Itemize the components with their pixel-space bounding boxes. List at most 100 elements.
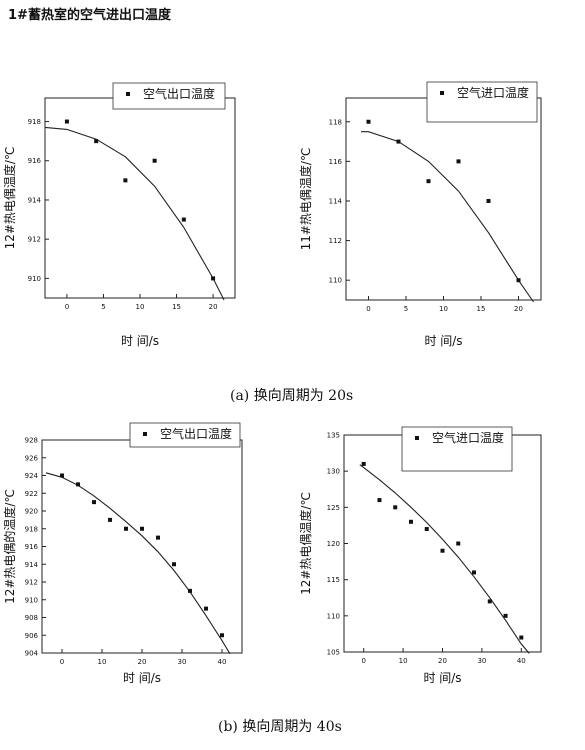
y-tick-label: 922 bbox=[25, 490, 38, 498]
plot-frame bbox=[41, 439, 243, 654]
x-tick-label: 0 bbox=[60, 658, 64, 666]
data-point bbox=[172, 562, 176, 567]
y-tick-label: 120 bbox=[327, 540, 340, 548]
x-axis-label: 时 间/s bbox=[423, 671, 461, 685]
legend-label: 空气进口温度 bbox=[432, 430, 504, 445]
caption-b: (b) 换向周期为 40s bbox=[218, 719, 342, 735]
data-point bbox=[519, 635, 524, 640]
y-axis-label: 11#热电偶温度/℃ bbox=[298, 148, 313, 251]
data-point bbox=[424, 527, 429, 532]
x-axis-label: 时 间/s bbox=[123, 671, 161, 685]
y-tick-label: 116 bbox=[329, 158, 343, 166]
data-point bbox=[456, 541, 461, 546]
page-title: 1#蓄热室的空气进出口温度 bbox=[8, 8, 171, 23]
x-tick-label: 0 bbox=[366, 305, 370, 313]
data-point bbox=[377, 498, 382, 503]
data-point bbox=[211, 276, 216, 281]
x-tick-label: 10 bbox=[439, 305, 448, 313]
fit-curve bbox=[361, 131, 534, 303]
legend-marker bbox=[415, 436, 419, 440]
y-tick-label: 118 bbox=[329, 118, 342, 126]
x-tick-label: 10 bbox=[98, 658, 107, 666]
data-point bbox=[94, 139, 99, 144]
data-point bbox=[408, 519, 413, 524]
x-tick-label: 0 bbox=[65, 303, 69, 311]
data-point bbox=[503, 613, 508, 618]
y-tick-label: 916 bbox=[25, 543, 39, 551]
x-axis-label: 时 间/s bbox=[121, 334, 159, 348]
x-tick-label: 15 bbox=[172, 303, 181, 311]
fit-curve bbox=[44, 126, 225, 301]
x-tick-label: 20 bbox=[438, 657, 447, 665]
data-point bbox=[181, 217, 186, 222]
data-point bbox=[140, 526, 144, 531]
y-tick-label: 916 bbox=[28, 157, 42, 165]
data-point bbox=[361, 461, 366, 466]
legend-label: 空气出口温度 bbox=[143, 86, 215, 101]
data-point bbox=[456, 159, 461, 164]
data-point bbox=[123, 178, 128, 183]
y-tick-label: 105 bbox=[327, 649, 340, 657]
legend-label: 空气出口温度 bbox=[160, 426, 232, 441]
x-tick-label: 30 bbox=[178, 658, 187, 666]
data-point bbox=[204, 606, 208, 611]
data-point bbox=[64, 119, 69, 124]
y-tick-label: 135 bbox=[327, 432, 340, 440]
y-tick-label: 910 bbox=[25, 596, 38, 604]
y-tick-label: 130 bbox=[327, 468, 340, 476]
y-axis-label: 12#热电偶温度/℃ bbox=[2, 147, 17, 250]
legend-marker bbox=[440, 91, 444, 95]
y-tick-label: 110 bbox=[329, 277, 342, 285]
data-point bbox=[220, 633, 224, 638]
y-tick-label: 908 bbox=[25, 614, 38, 622]
data-point bbox=[76, 482, 80, 487]
data-point bbox=[426, 179, 431, 184]
y-tick-label: 926 bbox=[25, 454, 39, 462]
y-tick-label: 904 bbox=[25, 650, 39, 658]
x-tick-label: 30 bbox=[477, 657, 486, 665]
chart-b-left: 0 10 20 30 40 904 906 908 910 912 914 916 918 920 922 9… bbox=[2, 422, 243, 685]
y-tick-label: 928 bbox=[25, 437, 38, 445]
x-tick-label: 40 bbox=[218, 658, 227, 666]
data-point bbox=[92, 500, 96, 505]
data-point bbox=[472, 570, 477, 575]
legend-marker bbox=[143, 432, 147, 436]
x-tick-label: 10 bbox=[136, 303, 145, 311]
y-tick-label: 906 bbox=[25, 632, 39, 640]
y-tick-label: 912 bbox=[28, 236, 41, 244]
legend-marker bbox=[126, 92, 130, 96]
y-axis-label: 12#热电偶温度/℃ bbox=[298, 492, 313, 595]
x-tick-label: 20 bbox=[209, 303, 218, 311]
data-point bbox=[393, 505, 398, 510]
data-point bbox=[366, 119, 371, 124]
data-point bbox=[486, 198, 491, 203]
data-point bbox=[440, 548, 445, 553]
y-tick-label: 110 bbox=[327, 612, 340, 620]
legend-box bbox=[112, 82, 226, 110]
data-point bbox=[152, 158, 157, 163]
y-tick-label: 910 bbox=[28, 275, 41, 283]
data-point bbox=[60, 473, 64, 478]
y-tick-label: 912 bbox=[25, 579, 38, 587]
y-tick-label: 114 bbox=[329, 197, 343, 205]
x-tick-label: 5 bbox=[404, 305, 408, 313]
data-point bbox=[108, 517, 112, 522]
x-tick-label: 5 bbox=[101, 303, 105, 311]
y-tick-label: 914 bbox=[28, 196, 42, 204]
x-axis-label: 时 间/s bbox=[424, 334, 462, 348]
x-tick-label: 10 bbox=[399, 657, 408, 665]
legend-box bbox=[129, 422, 241, 448]
y-tick-label: 914 bbox=[25, 561, 39, 569]
y-tick-label: 115 bbox=[327, 576, 340, 584]
legend-box bbox=[426, 81, 538, 123]
y-tick-label: 112 bbox=[329, 237, 342, 245]
legend-box bbox=[401, 426, 513, 472]
x-tick-label: 20 bbox=[138, 658, 147, 666]
caption-a: (a) 换向周期为 20s bbox=[230, 388, 354, 404]
y-tick-label: 924 bbox=[25, 472, 39, 480]
y-tick-label: 125 bbox=[327, 504, 340, 512]
data-point bbox=[156, 535, 160, 540]
data-point bbox=[487, 599, 492, 604]
